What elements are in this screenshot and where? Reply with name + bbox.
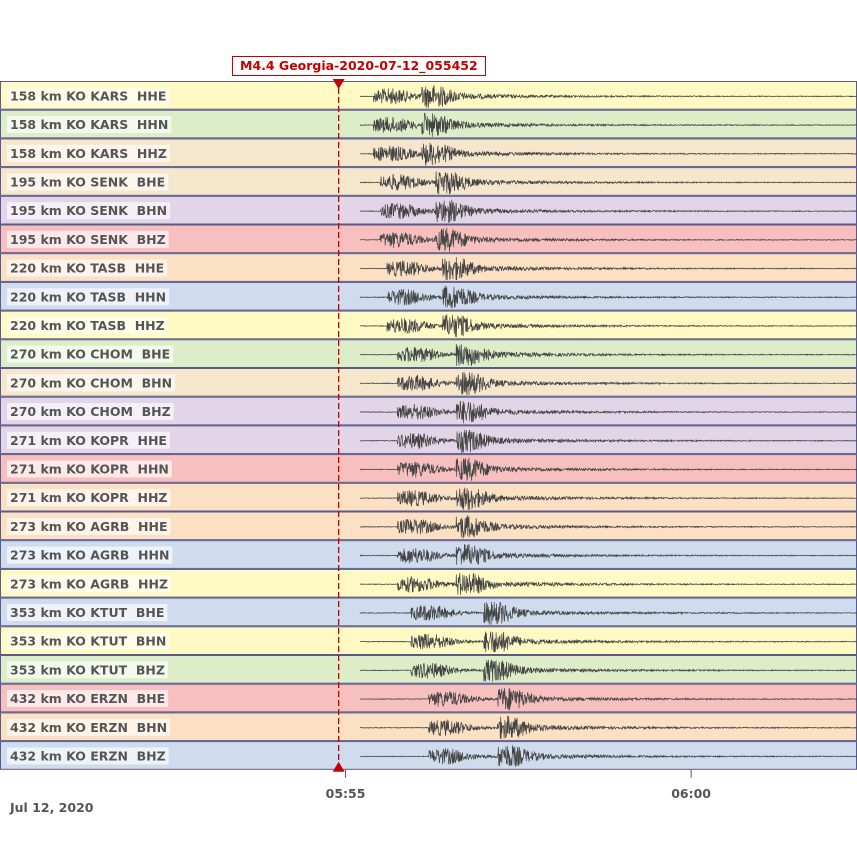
trace-label-background <box>7 403 174 421</box>
trace-label-background <box>7 747 169 765</box>
waveform-trace <box>359 199 857 223</box>
trace-label: 195 km KO SENK BHN <box>10 203 167 218</box>
trace-label-background <box>7 489 171 507</box>
waveform-trace <box>359 142 857 166</box>
trace-label: 195 km KO SENK BHZ <box>10 232 166 247</box>
trace-label-background <box>7 316 168 334</box>
waveform-trace <box>359 171 857 195</box>
trace-label-background <box>7 374 176 392</box>
trace-label: 432 km KO ERZN BHN <box>10 720 167 735</box>
x-tick-label: 06:00 <box>671 786 711 801</box>
waveform-trace <box>359 515 857 539</box>
waveform-trace <box>359 457 857 482</box>
waveform-trace <box>359 227 857 252</box>
trace-label-background <box>7 431 170 449</box>
trace-label: 270 km KO CHOM BHZ <box>10 404 171 419</box>
trace-label: 220 km KO TASB HHE <box>10 261 164 276</box>
trace-label-background <box>7 230 169 248</box>
waveform-trace <box>359 112 857 137</box>
trace-label: 353 km KO KTUT BHZ <box>10 662 165 677</box>
trace-label-background <box>7 718 171 736</box>
waveform-trace <box>359 715 857 740</box>
trace-label-background <box>7 345 174 363</box>
waveform-trace <box>359 487 857 510</box>
event-marker-bottom-icon <box>332 761 345 772</box>
trace-label: 220 km KO TASB HHZ <box>10 318 165 333</box>
trace-label-background <box>7 632 170 650</box>
waveform-trace <box>359 285 857 309</box>
waveform-trace <box>360 343 857 367</box>
trace-label-background <box>7 690 169 708</box>
waveform-trace <box>359 85 857 109</box>
trace-label: 195 km KO SENK BHE <box>10 174 165 189</box>
trace-row-bg <box>0 138 857 168</box>
waveform-trace <box>359 371 857 396</box>
trace-label: 273 km KO AGRB HHN <box>10 548 169 563</box>
trace-label-background <box>7 603 168 621</box>
waveform-trace <box>359 745 857 768</box>
waveform-trace <box>359 659 857 682</box>
trace-label: 353 km KO KTUT BHE <box>10 605 164 620</box>
trace-label: 158 km KO KARS HHE <box>10 88 166 103</box>
waveform-trace <box>359 257 857 281</box>
trace-label: 270 km KO CHOM BHE <box>10 347 170 362</box>
trace-label: 271 km KO KOPR HHN <box>10 461 169 476</box>
trace-label-background <box>7 288 170 306</box>
trace-label-background <box>7 259 168 277</box>
trace-label: 271 km KO KOPR HHE <box>10 433 167 448</box>
date-label: Jul 12, 2020 <box>10 800 94 815</box>
waveform-trace <box>359 572 857 596</box>
waveform-trace <box>359 314 857 338</box>
trace-label: 432 km KO ERZN BHE <box>10 691 165 706</box>
event-marker-top-icon <box>332 79 345 89</box>
trace-label-background <box>7 87 170 105</box>
trace-label-background <box>7 173 169 191</box>
waveform-trace <box>359 400 857 424</box>
waveform-trace <box>359 601 857 625</box>
trace-label-background <box>7 575 172 593</box>
waveform-trace <box>359 631 857 653</box>
trace-label: 271 km KO KOPR HHZ <box>10 490 167 505</box>
trace-label-background <box>7 546 173 564</box>
trace-label: 270 km KO CHOM BHN <box>10 375 172 390</box>
trace-label: 220 km KO TASB HHN <box>10 289 166 304</box>
trace-label: 432 km KO ERZN BHZ <box>10 748 166 763</box>
trace-label: 353 km KO KTUT BHN <box>10 634 166 649</box>
waveform-trace <box>359 687 857 711</box>
trace-label-background <box>7 460 172 478</box>
trace-label: 158 km KO KARS HHN <box>10 117 168 132</box>
trace-label: 273 km KO AGRB HHE <box>10 519 168 534</box>
trace-label-background <box>7 116 172 134</box>
trace-label-background <box>7 202 171 220</box>
x-tick-label: 05:55 <box>326 786 366 801</box>
trace-label-background <box>7 144 170 162</box>
trace-label: 273 km KO AGRB HHZ <box>10 576 168 591</box>
trace-label-background <box>7 517 171 535</box>
event-label: M4.4 Georgia-2020-07-12_055452 <box>232 56 486 76</box>
waveform-trace <box>359 544 857 565</box>
trace-label-background <box>7 661 168 679</box>
trace-label: 158 km KO KARS HHZ <box>10 146 167 161</box>
waveform-trace <box>359 429 857 454</box>
